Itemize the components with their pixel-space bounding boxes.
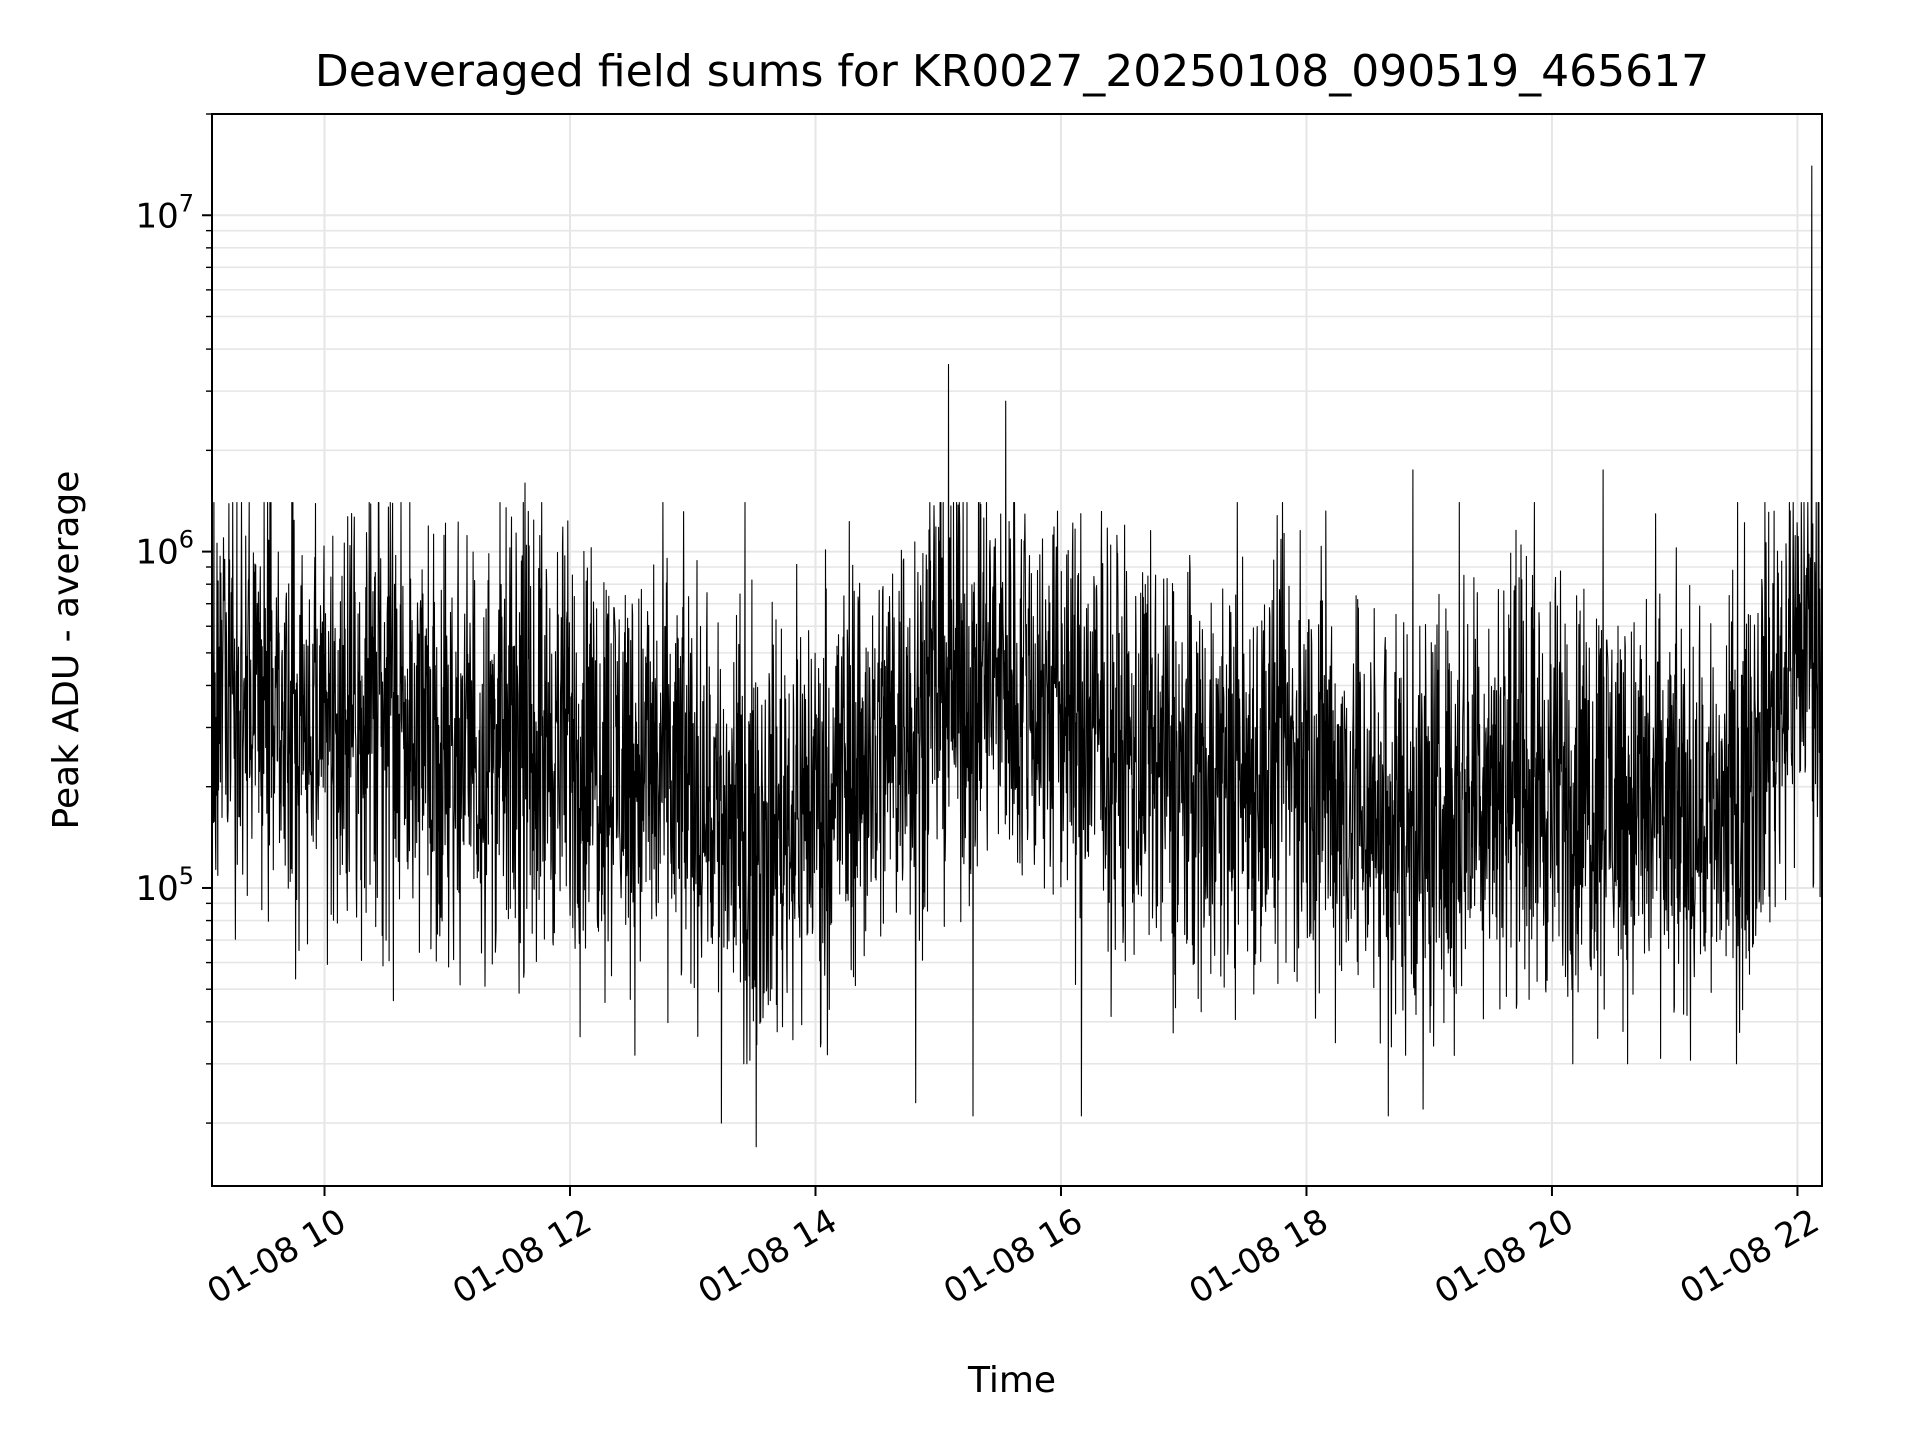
x-axis-label: Time: [967, 1360, 1056, 1401]
y-axis-label: Peak ADU - average: [46, 471, 87, 830]
series-line: [211, 165, 1823, 1148]
y-tick-label: 106: [135, 526, 194, 573]
chart-title: Deaveraged field sums for KR0027_2025010…: [315, 46, 1709, 97]
plot-frame: [211, 113, 1823, 1187]
series-path: [211, 165, 1823, 1148]
y-tick-label: 107: [135, 189, 194, 236]
y-tick-label: 105: [135, 862, 194, 909]
y-axis-ticks: 105 106 107: [135, 113, 212, 1124]
